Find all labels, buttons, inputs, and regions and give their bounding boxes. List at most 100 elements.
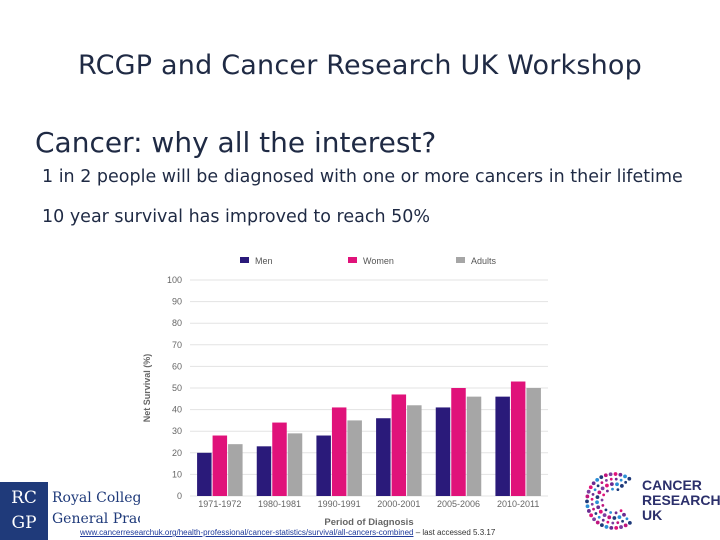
- cruk-dot: [601, 504, 605, 507]
- source-link[interactable]: www.cancerresearchuk.org/health-professi…: [80, 528, 414, 537]
- cruk-dot: [592, 507, 595, 511]
- cruk-line-3: UK: [642, 507, 663, 523]
- bar-men: [256, 446, 272, 496]
- cruk-dot: [608, 472, 613, 477]
- cruk-dot: [599, 475, 604, 480]
- bar-women: [391, 394, 407, 496]
- cruk-dot: [623, 474, 627, 479]
- y-tick-label: 30: [172, 426, 182, 436]
- cruk-dot: [606, 520, 610, 524]
- cruk-dot: [600, 498, 604, 502]
- cruk-dot: [611, 521, 615, 525]
- cruk-dot: [614, 526, 619, 530]
- cruk-dot: [589, 513, 594, 518]
- cruk-dot: [614, 511, 618, 515]
- bar-adults: [526, 388, 541, 496]
- cruk-dot: [618, 472, 623, 477]
- source-footer: www.cancerresearchuk.org/health-professi…: [80, 528, 495, 537]
- cruk-dot: [595, 520, 600, 525]
- cruk-dot: [624, 480, 628, 484]
- cruk-line-1: CANCER: [642, 477, 702, 493]
- rcgp-wordmark: Royal College of General Practitioners: [52, 488, 140, 530]
- bar-men: [197, 452, 212, 496]
- bullet-lifetime-risk: 1 in 2 people will be diagnosed with one…: [42, 167, 683, 187]
- y-tick-label: 50: [172, 383, 182, 393]
- cruk-dot: [590, 502, 594, 506]
- cruk-dot: [616, 488, 620, 492]
- bar-men: [316, 435, 331, 496]
- legend-swatch-women: [348, 257, 357, 263]
- legend-swatch-men: [240, 257, 249, 263]
- rcgp-letters-bottom: GP: [11, 513, 37, 533]
- x-tick-label: 2010-2011: [497, 499, 539, 509]
- cruk-dot: [585, 494, 590, 499]
- source-accessed: – last accessed 5.3.17: [413, 528, 496, 537]
- cruk-dot: [627, 476, 632, 481]
- cruk-dot: [592, 517, 596, 522]
- cruk-dot: [586, 509, 591, 513]
- cruk-dot: [600, 481, 604, 485]
- cruk-dot: [588, 485, 593, 490]
- cruk-dot: [609, 525, 614, 530]
- y-tick-label: 40: [172, 405, 182, 415]
- legend-label-men: Men: [255, 256, 273, 266]
- bullet-survival: 10 year survival has improved to reach 5…: [42, 207, 430, 227]
- cruk-dot: [590, 497, 594, 501]
- cruk-dot: [619, 509, 623, 513]
- cruk-dot: [616, 521, 620, 525]
- x-tick-label: 2000-2001: [377, 499, 420, 509]
- rcgp-logo: RC GP Royal College of General Practitio…: [0, 478, 140, 540]
- cruk-dot: [602, 493, 606, 497]
- x-axis-title: Period of Diagnosis: [324, 517, 413, 528]
- rcgp-letters-top: RC: [11, 488, 37, 508]
- cruk-dot: [614, 477, 618, 481]
- rcgp-monogram: RC GP: [0, 482, 48, 540]
- cruk-dot: [613, 472, 618, 476]
- cruk-dot: [597, 515, 601, 519]
- bar-men: [376, 418, 391, 496]
- bar-adults: [347, 420, 362, 496]
- cruk-dot: [596, 484, 600, 488]
- cruk-dot: [609, 477, 613, 481]
- cruk-dot: [609, 511, 613, 514]
- cruk-dot: [615, 482, 619, 487]
- cruk-dot-mark-icon: [585, 472, 632, 530]
- cruk-dot: [622, 512, 626, 517]
- cruk-dot: [604, 525, 609, 529]
- legend-swatch-adults: [456, 257, 465, 263]
- cruk-dot: [586, 489, 591, 494]
- cruk-dot: [617, 515, 622, 520]
- y-tick-label: 60: [172, 361, 182, 371]
- bar-men: [495, 396, 510, 496]
- bar-women: [212, 435, 228, 496]
- cruk-dot: [627, 520, 632, 525]
- cruk-dot: [605, 483, 609, 488]
- cruk-dot: [602, 513, 607, 518]
- legend-label-women: Women: [363, 256, 394, 266]
- x-tick-label: 1971-1972: [198, 499, 241, 509]
- cruk-dot: [593, 488, 597, 492]
- bar-women: [510, 381, 526, 496]
- x-tick-label: 1990-1991: [318, 499, 361, 509]
- cruk-dot: [612, 516, 617, 520]
- cruk-dot: [604, 508, 608, 512]
- bar-adults: [466, 396, 482, 496]
- bar-women: [272, 422, 287, 496]
- rcgp-line-2: General Practitioners: [52, 511, 140, 527]
- cruk-line-2: RESEARCH: [642, 492, 720, 508]
- cruk-dot: [603, 473, 608, 478]
- y-tick-label: 100: [167, 275, 182, 285]
- slide-heading: Cancer: why all the interest?: [35, 126, 437, 159]
- bar-adults: [287, 433, 303, 496]
- cruk-dot: [595, 495, 600, 500]
- cruk-dot: [607, 515, 612, 520]
- cruk-dot: [611, 487, 614, 491]
- cruk-dot: [609, 482, 614, 487]
- cruk-dot: [599, 523, 604, 528]
- bar-adults: [228, 444, 243, 496]
- cruk-dot: [595, 477, 600, 482]
- bar-adults: [407, 405, 422, 496]
- cruk-dot: [595, 500, 599, 505]
- survival-bar-chart: Men Women Adults 0 10 20 30 40 50 60 70 80 90 100 Net …: [142, 256, 548, 528]
- cruk-dot: [625, 517, 629, 521]
